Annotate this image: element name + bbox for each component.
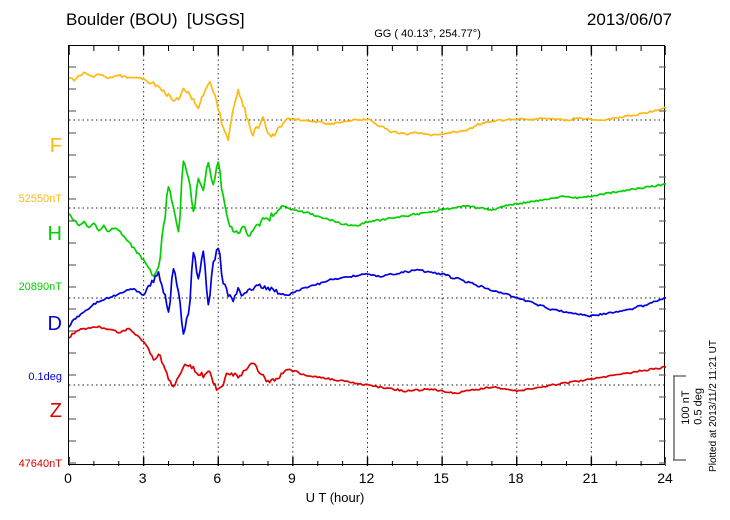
- x-tick-label-18: 18: [507, 470, 524, 486]
- component-baseline-d: 0.1deg: [28, 371, 62, 383]
- x-tick-label-21: 21: [582, 470, 599, 486]
- component-label-d: D 0.1deg: [0, 278, 62, 421]
- geographic-coordinates: GG ( 40.13°, 254.77°): [362, 16, 481, 52]
- x-tick-label-6: 6: [213, 470, 222, 486]
- scale-bar-label: 100 nT 0.5 deg: [680, 388, 705, 425]
- plot-frame: [68, 45, 666, 466]
- x-tick-label-24: 24: [657, 470, 673, 486]
- x-tick-label-9: 9: [287, 470, 296, 486]
- component-baseline-z: 47640nT: [18, 458, 62, 470]
- magnetogram-plot: [69, 46, 666, 466]
- component-label-h: H 20890nT: [0, 188, 62, 331]
- scale-bar-icon: [673, 375, 686, 461]
- component-letter-f: F: [49, 135, 62, 157]
- x-tick-label-0: 0: [64, 470, 72, 486]
- component-letter-h: H: [47, 223, 62, 245]
- station-title: Boulder (BOU) [USGS]: [66, 10, 245, 29]
- component-label-f: F 52550nT: [0, 100, 62, 243]
- x-tick-label-15: 15: [433, 470, 449, 486]
- x-axis-title: U T (hour): [305, 490, 365, 505]
- component-label-z: Z 47640nT: [0, 365, 62, 508]
- plotted-timestamp: Plotted at 2013/11/2 11:21 UT: [708, 340, 719, 472]
- scale-bar: [672, 375, 698, 461]
- component-baseline-f: 52550nT: [18, 193, 62, 205]
- geo-coords-text: GG ( 40.13°, 254.77°): [374, 28, 481, 40]
- x-tick-label-3: 3: [138, 470, 147, 486]
- observation-date: 2013/06/07: [586, 10, 672, 29]
- component-letter-z: Z: [49, 400, 62, 422]
- component-letter-d: D: [47, 313, 62, 335]
- component-baseline-h: 20890nT: [18, 281, 62, 293]
- x-tick-label-12: 12: [358, 470, 375, 486]
